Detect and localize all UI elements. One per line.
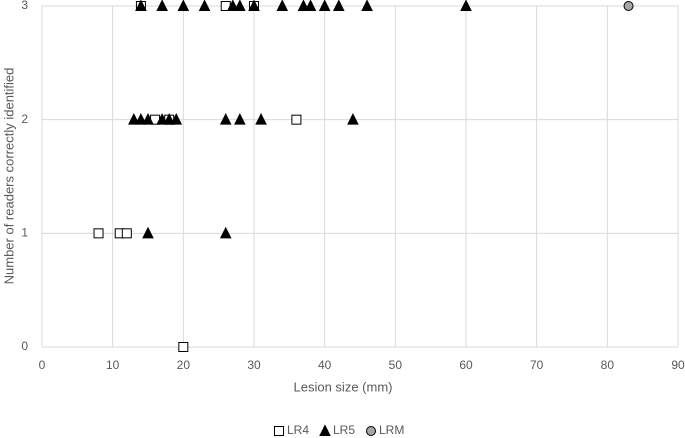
marker-triangle [135, 113, 147, 125]
marker-triangle [304, 0, 317, 11]
x-tick-label: 0 [39, 358, 46, 372]
x-tick-label: 70 [530, 358, 544, 372]
x-tick-label: 10 [106, 358, 120, 372]
legend-label: LRM [379, 423, 404, 437]
marker-triangle [219, 226, 232, 239]
marker-triangle [255, 113, 267, 125]
marker-square [178, 342, 189, 352]
legend-label: LR4 [287, 423, 309, 437]
marker-triangle [248, 0, 260, 11]
marker-triangle [318, 0, 331, 11]
marker-square [291, 114, 302, 125]
y-tick-label: 0 [21, 339, 28, 353]
marker-triangle [163, 113, 176, 125]
marker-triangle [219, 113, 232, 125]
marker-triangle [297, 0, 310, 11]
marker-triangle [156, 113, 168, 125]
marker-triangle [135, 0, 147, 11]
x-tick-label: 40 [318, 358, 332, 372]
y-tick-label: 1 [21, 226, 28, 240]
marker-square [274, 426, 284, 436]
x-axis-title: Lesion size (mm) [294, 379, 393, 394]
marker-triangle [332, 0, 345, 11]
marker-triangle [142, 113, 154, 125]
marker-triangle [226, 0, 239, 11]
marker-triangle [234, 0, 246, 11]
legend-label: LR5 [333, 423, 355, 437]
marker-triangle [347, 113, 359, 125]
x-tick-label: 50 [389, 358, 403, 372]
marker-triangle [170, 113, 183, 125]
marker-square [93, 228, 104, 239]
marker-triangle [198, 0, 211, 11]
x-tick-label: 20 [177, 358, 191, 372]
x-tick-label: 30 [247, 358, 261, 372]
marker-triangle [142, 226, 154, 239]
y-axis-title: Number of readers correctly identified [1, 68, 16, 285]
marker-triangle [156, 0, 168, 11]
marker-triangle [319, 424, 331, 436]
marker-circle [623, 1, 634, 11]
marker-triangle [361, 0, 373, 11]
marker-square [121, 228, 132, 239]
marker-triangle [177, 0, 190, 11]
y-tick-label: 2 [21, 112, 28, 126]
marker-triangle [460, 0, 472, 11]
x-tick-label: 60 [459, 358, 473, 372]
y-tick-label: 3 [21, 0, 28, 12]
marker-triangle [128, 113, 140, 125]
marker-circle [366, 426, 376, 436]
x-tick-label: 80 [601, 358, 615, 372]
x-tick-label: 90 [671, 358, 685, 372]
marker-triangle [276, 0, 289, 11]
marker-triangle [234, 113, 246, 125]
